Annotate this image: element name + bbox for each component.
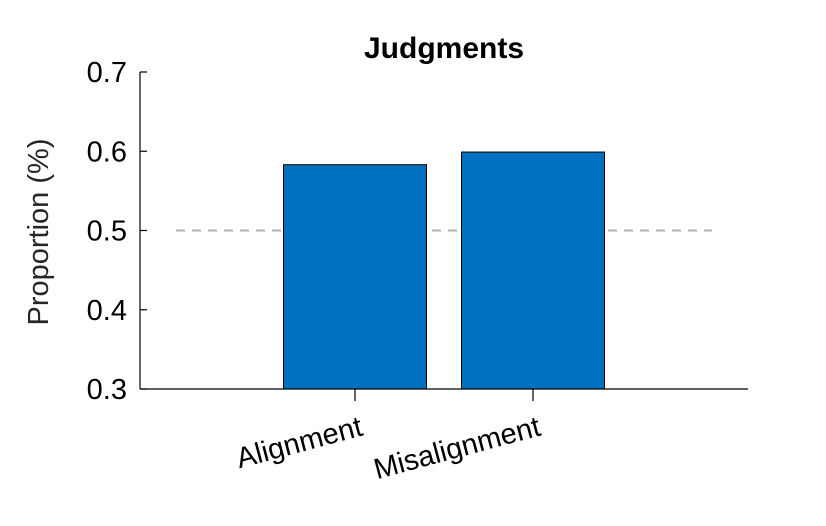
x-tick-label-alignment: Alignment: [233, 411, 366, 475]
y-tick-label: 0.6: [87, 136, 127, 168]
y-tick-label: 0.3: [87, 374, 127, 406]
y-tick-label: 0.7: [87, 57, 127, 89]
bars-layer: [283, 151, 605, 390]
x-ticks-layer: Alignment Misalignment: [233, 389, 544, 486]
x-tick-label-misalignment: Misalignment: [371, 411, 544, 486]
bar-misalignment: [461, 151, 605, 390]
y-tick-label: 0.4: [87, 295, 127, 327]
y-tick-label: 0.5: [87, 216, 127, 248]
bar-alignment: [283, 164, 427, 390]
y-axis-label: Proportion (%): [23, 139, 55, 326]
y-ticks-layer: 0.3 0.4 0.5 0.6 0.7: [87, 57, 147, 406]
chart-title: Judgments: [364, 32, 524, 65]
